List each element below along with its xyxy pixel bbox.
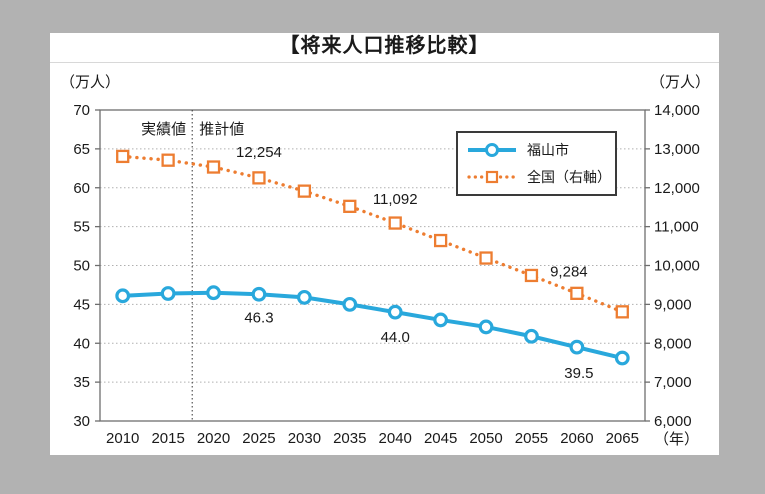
x-axis-tick-label: 2030 <box>288 430 321 447</box>
data-label: 9,284 <box>550 263 588 280</box>
left-axis-tick-label: 70 <box>73 102 90 119</box>
legend-item-national: 全国（右軸） <box>466 167 615 187</box>
left-axis-tick-label: 45 <box>73 296 90 313</box>
left-axis-unit: （万人） <box>60 74 121 91</box>
x-axis-tick-label: 2015 <box>151 430 184 447</box>
x-axis-tick-label: 2045 <box>424 430 457 447</box>
x-axis-tick-label: 2010 <box>106 430 139 447</box>
x-axis-tick-label: 2050 <box>469 430 502 447</box>
marker-square <box>206 160 221 174</box>
marker-circle <box>342 296 358 312</box>
marker-square <box>388 216 402 230</box>
projected-values-label: 推計値 <box>199 121 244 138</box>
right-axis-tick-label: 11,000 <box>654 219 699 236</box>
legend-label-fukuyama: 福山市 <box>527 142 569 158</box>
marker-square <box>524 268 539 283</box>
marker-square <box>161 153 175 167</box>
marker-circle <box>433 312 449 328</box>
marker-square <box>343 199 357 213</box>
marker-circle <box>478 319 494 335</box>
marker-circle <box>614 350 630 366</box>
marker-square <box>615 305 629 319</box>
legend: 福山市 全国（右軸） <box>456 131 617 196</box>
x-axis-tick-label: 2035 <box>333 430 366 447</box>
data-label: 44.0 <box>381 329 410 346</box>
marker-circle <box>160 286 176 301</box>
series-line-0 <box>122 290 623 360</box>
right-axis-tick-label: 12,000 <box>654 180 700 197</box>
data-label: 46.3 <box>244 309 273 326</box>
left-axis-tick-label: 40 <box>73 335 90 352</box>
marker-circle <box>387 304 403 320</box>
marker-circle <box>206 285 221 301</box>
right-axis-tick-label: 13,000 <box>654 141 700 158</box>
marker-square <box>570 286 584 300</box>
chart-plot-area: 70 65 60 55 50 45 40 35 30 14,000 13,000 12,000 11,0… <box>73 102 700 448</box>
legend-item-fukuyama: 福山市 <box>466 140 615 160</box>
right-axis-unit: （万人） <box>650 74 711 91</box>
marker-square <box>116 149 130 164</box>
marker-circle <box>115 288 131 304</box>
marker-circle <box>524 328 539 344</box>
data-label: 12,254 <box>236 144 282 161</box>
marker-square <box>252 171 266 185</box>
right-axis-tick-label: 10,000 <box>654 258 700 275</box>
marker-circle <box>296 289 312 305</box>
left-axis-tick-label: 30 <box>73 413 90 430</box>
national-line-icon <box>467 170 517 184</box>
marker-circle <box>569 339 585 355</box>
actual-values-label: 実績値 <box>141 121 186 138</box>
left-axis-tick-label: 55 <box>73 219 90 236</box>
x-axis-tick-label: 2025 <box>242 430 275 447</box>
right-axis-tick-label: 7,000 <box>654 374 692 391</box>
left-axis-tick-label: 60 <box>73 180 90 197</box>
x-axis-tick-label: 2020 <box>197 430 230 447</box>
right-axis-tick-label: 8,000 <box>654 335 692 352</box>
right-axis-tick-label: 6,000 <box>654 413 692 430</box>
data-label: 39.5 <box>564 365 593 382</box>
right-axis-tick-label: 9,000 <box>654 296 692 313</box>
data-label: 11,092 <box>373 191 418 208</box>
x-axis-unit-label: （年） <box>654 431 699 448</box>
marker-circle <box>251 286 267 302</box>
legend-label-national: 全国（右軸） <box>527 169 611 185</box>
marker-square <box>479 251 493 265</box>
fukuyama-line-icon <box>468 143 516 157</box>
x-axis-tick-label: 2055 <box>515 430 548 447</box>
x-axis-tick-label: 2065 <box>606 430 639 447</box>
marker-square <box>297 184 312 198</box>
marker-square <box>433 233 448 248</box>
chart-title: 【将来人口推移比較】 <box>50 33 719 63</box>
x-axis-tick-label: 2040 <box>379 430 412 447</box>
x-axis-tick-label: 2060 <box>560 430 593 447</box>
left-axis-tick-label: 50 <box>73 258 90 275</box>
series-line-1 <box>121 154 624 314</box>
right-axis-tick-label: 14,000 <box>654 102 700 119</box>
left-axis-tick-label: 35 <box>73 374 90 391</box>
chart-card: 【将来人口推移比較】 （万人） （万人） 70 65 60 55 50 45 40 35 30 1… <box>50 33 719 455</box>
left-axis-tick-label: 65 <box>73 141 90 158</box>
